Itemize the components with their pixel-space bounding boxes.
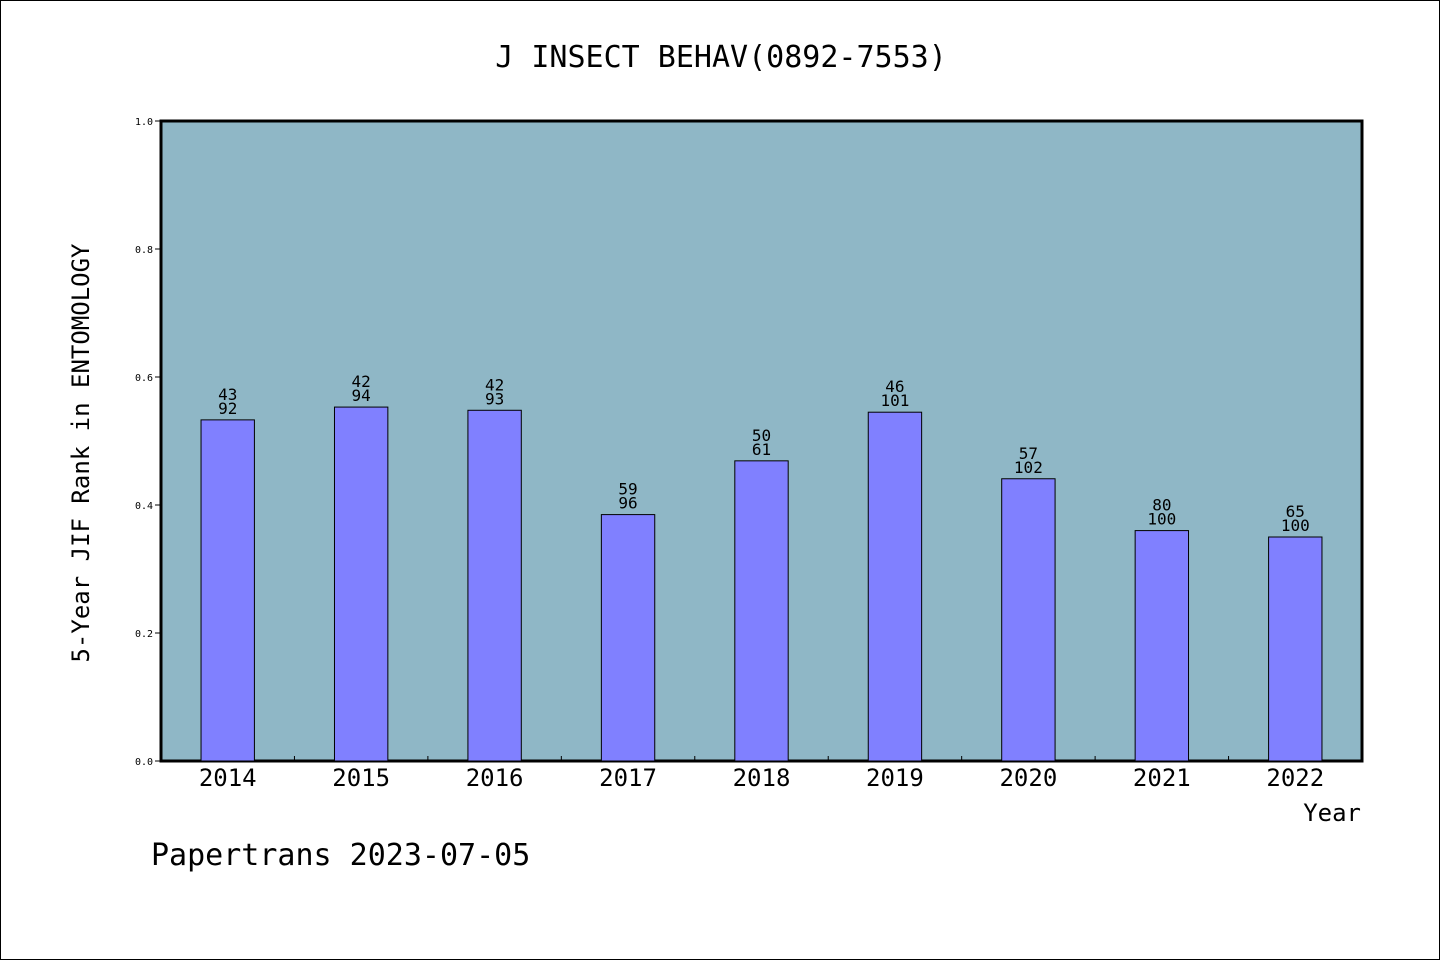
x-axis: 2014 2015 2016 2017 2018 2019 2020 2021 2022 <box>199 756 1324 792</box>
x-tick-label: 2020 <box>999 764 1057 792</box>
bar-total-label: 96 <box>618 494 637 513</box>
x-tick-label: 2022 <box>1266 764 1324 792</box>
x-tick-label: 2015 <box>332 764 390 792</box>
bar-2014 <box>200 419 255 762</box>
x-tick-label: 2021 <box>1133 764 1191 792</box>
bar-total-label: 93 <box>485 389 504 408</box>
bar-2022 <box>1268 536 1323 762</box>
y-axis: 0.0 0.2 0.4 0.6 0.8 1.0 <box>135 117 161 768</box>
bar-2015 <box>333 406 389 762</box>
x-tick-label: 2014 <box>199 764 257 792</box>
x-tick-label: 2019 <box>866 764 924 792</box>
bar-2016 <box>467 409 522 762</box>
bar-rank-label: 57 <box>1019 444 1038 463</box>
bar-rank-label: 42 <box>352 372 371 391</box>
bar-total-label: 92 <box>218 399 237 418</box>
bar-rank-label: 65 <box>1286 502 1305 521</box>
chart-title: J INSECT BEHAV(0892-7553) <box>495 40 947 75</box>
footer-text: Papertrans 2023-07-05 <box>151 838 530 873</box>
bar-2017 <box>600 514 656 762</box>
bar-rank-label: 50 <box>752 426 771 445</box>
bar-rank-label: 59 <box>618 480 637 499</box>
y-axis-label: 5-Year JIF Rank in ENTOMOLOGY <box>67 243 95 663</box>
y-tick-label: 0.4 <box>135 501 153 512</box>
bar-rank-label: 46 <box>885 377 904 396</box>
bar-2018 <box>734 460 789 762</box>
bar-total-label: 100 <box>1281 516 1310 535</box>
y-tick-label: 0.2 <box>135 629 153 640</box>
bar-total-label: 61 <box>752 440 771 459</box>
x-axis-label: Year <box>1303 799 1361 827</box>
y-tick-label: 1.0 <box>135 117 153 128</box>
bar-rank-label: 43 <box>218 385 237 404</box>
bar-2021 <box>1134 530 1190 762</box>
bar-total-label: 100 <box>1147 510 1176 529</box>
bar-total-label: 102 <box>1014 458 1043 477</box>
y-tick-label: 0.6 <box>135 373 153 384</box>
x-tick-label: 2016 <box>466 764 524 792</box>
bar-rank-label: 80 <box>1152 496 1171 515</box>
y-tick-label: 0.8 <box>135 245 153 256</box>
bar-rank-label: 42 <box>485 375 504 394</box>
bar-total-label: 94 <box>352 386 371 405</box>
bar-2019 <box>867 411 923 762</box>
x-tick-label: 2017 <box>599 764 657 792</box>
bar-total-label: 101 <box>880 391 909 410</box>
y-tick-label: 0.0 <box>135 757 153 768</box>
bar-2020 <box>1001 478 1056 762</box>
x-tick-label: 2018 <box>733 764 791 792</box>
